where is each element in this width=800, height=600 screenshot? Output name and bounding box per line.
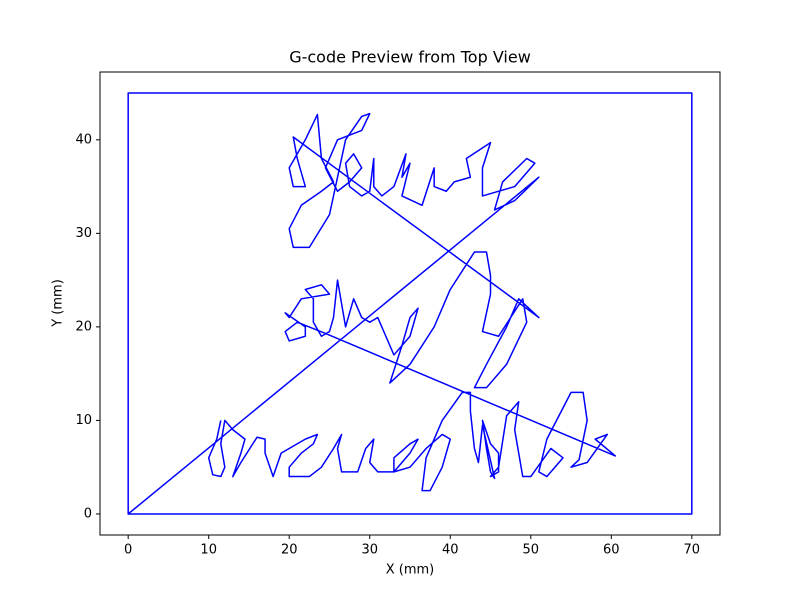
plot-frame <box>99 71 721 536</box>
y-tick-label: 40 <box>75 132 92 147</box>
toolpath-line <box>127 92 693 515</box>
x-tick-label: 20 <box>281 543 298 558</box>
x-axis-label: X (mm) <box>386 563 435 578</box>
x-tick-label: 0 <box>124 543 132 558</box>
y-tick-label: 20 <box>75 319 92 334</box>
x-tick-label: 70 <box>684 543 701 558</box>
x-tick-label: 60 <box>603 543 620 558</box>
x-tick-label: 10 <box>200 543 217 558</box>
x-tick-label: 50 <box>523 543 540 558</box>
chart-title: G-code Preview from Top View <box>289 48 531 67</box>
x-tick-label: 30 <box>361 543 378 558</box>
y-axis-label: Y (mm) <box>51 279 66 328</box>
y-tick-label: 30 <box>75 226 92 241</box>
x-tick-label: 40 <box>442 543 459 558</box>
y-tick-label: 0 <box>84 506 92 521</box>
y-tick-label: 10 <box>75 413 92 428</box>
